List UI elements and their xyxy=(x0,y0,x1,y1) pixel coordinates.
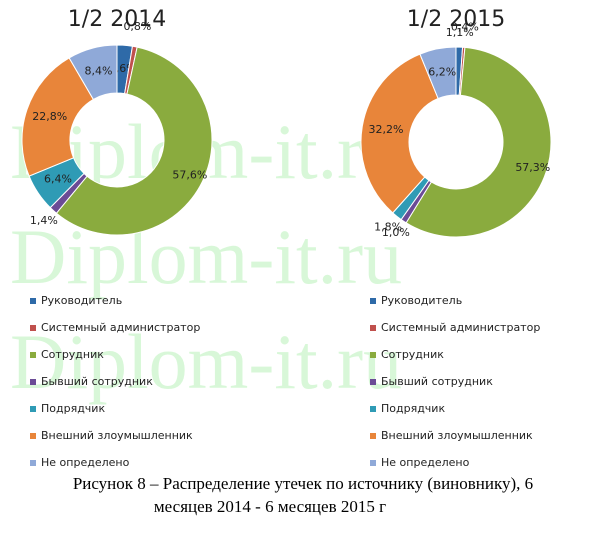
legend-label: Руководитель xyxy=(41,294,122,307)
chart-title: 1/2 2015 xyxy=(407,7,505,32)
legend-swatch xyxy=(30,406,36,412)
legend-swatch xyxy=(370,325,376,331)
data-label: 57,6% xyxy=(172,168,207,181)
watermark: Diplom-it.ru xyxy=(10,213,402,300)
data-label: 6,4% xyxy=(44,173,72,186)
data-label: 1,4% xyxy=(30,214,58,227)
caption: Рисунок 8 – Распределение утечек по исто… xyxy=(73,474,533,493)
legend-label: Бывший сотрудник xyxy=(381,375,493,388)
chart-title: 1/2 2014 xyxy=(68,7,166,32)
slice xyxy=(55,46,213,236)
data-label: 0,4% xyxy=(451,20,479,33)
data-label: 8,4% xyxy=(85,64,113,77)
legend-swatch xyxy=(370,352,376,358)
legend-label: Не определено xyxy=(381,456,470,469)
watermark: Diplom-it.ru xyxy=(10,318,402,405)
legend-swatch xyxy=(30,352,36,358)
legend-label: Подрядчик xyxy=(381,402,445,415)
legend-label: Бывший сотрудник xyxy=(41,375,153,388)
slice xyxy=(68,44,118,101)
legend-label: Внешний злоумышленник xyxy=(41,429,193,442)
legend-swatch xyxy=(30,379,36,385)
slice xyxy=(360,53,439,214)
legend-swatch xyxy=(370,460,376,466)
legend-swatch xyxy=(30,460,36,466)
legend-label: Внешний злоумышленник xyxy=(381,429,533,442)
legend-label: Системный администратор xyxy=(381,321,540,334)
legend-swatch xyxy=(370,379,376,385)
slice xyxy=(405,46,552,238)
data-label: 1,8% xyxy=(374,220,402,233)
legend-swatch xyxy=(30,298,36,304)
legend-swatch xyxy=(30,433,36,439)
data-label: 32,2% xyxy=(369,123,404,136)
legend-label: Сотрудник xyxy=(381,348,444,361)
slice xyxy=(419,46,457,100)
legend-label: Сотрудник xyxy=(41,348,104,361)
legend-label: Системный администратор xyxy=(41,321,200,334)
legend-swatch xyxy=(30,325,36,331)
legend-label: Руководитель xyxy=(381,294,462,307)
legend-swatch xyxy=(370,406,376,412)
data-label: 57,3% xyxy=(515,161,550,174)
legend-label: Не определено xyxy=(41,456,130,469)
legend-label: Подрядчик xyxy=(41,402,105,415)
data-label: 1,0% xyxy=(382,226,410,239)
data-label: 22,8% xyxy=(32,110,67,123)
legend-swatch xyxy=(370,433,376,439)
data-label: 1,1% xyxy=(446,26,474,39)
data-label: 0,8% xyxy=(123,20,151,33)
caption: месяцев 2014 - 6 месяцев 2015 г xyxy=(154,497,386,516)
data-label: 6,2% xyxy=(428,65,456,78)
slice xyxy=(21,57,95,177)
legend-swatch xyxy=(370,298,376,304)
